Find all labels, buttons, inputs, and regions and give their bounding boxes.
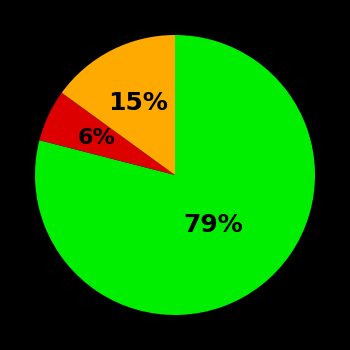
Text: 79%: 79% — [184, 213, 244, 237]
Text: 6%: 6% — [77, 128, 116, 148]
Wedge shape — [35, 35, 315, 315]
Wedge shape — [40, 93, 175, 175]
Wedge shape — [62, 35, 175, 175]
Text: 15%: 15% — [108, 91, 168, 115]
